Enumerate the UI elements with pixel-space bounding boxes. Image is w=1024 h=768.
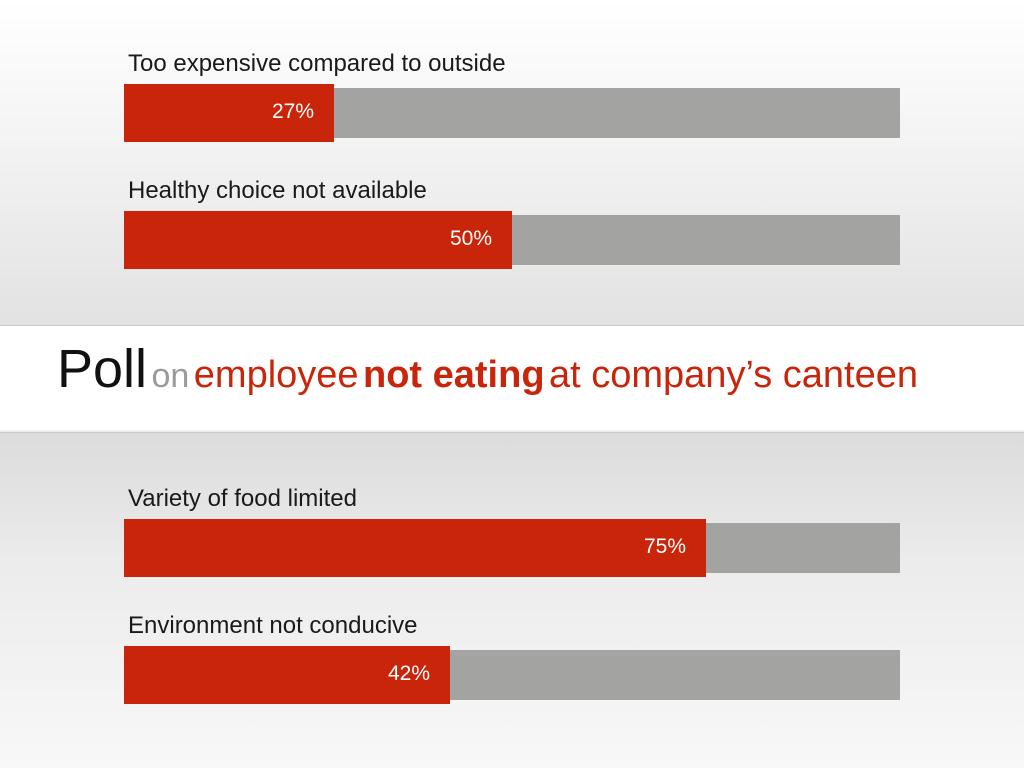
bar-fill	[124, 646, 450, 704]
title-canteen: at company’s canteen	[549, 354, 918, 396]
bar-category-label: Environment not conducive	[128, 612, 418, 639]
bar-row: Variety of food limited 75%	[124, 485, 900, 585]
title-employee: employee	[193, 354, 359, 396]
bar-fill	[124, 211, 512, 269]
bar-category-label: Too expensive compared to outside	[128, 50, 506, 77]
title-on: on	[151, 357, 190, 395]
top-panel	[0, 0, 1024, 326]
bar-row: Environment not conducive 42%	[124, 612, 900, 712]
bar-fill	[124, 519, 706, 577]
bar-fill	[124, 84, 334, 142]
page-title: Poll on employee not eating at company’s…	[57, 342, 1017, 396]
title-not-eating: not eating	[363, 354, 545, 396]
bar-category-label: Healthy choice not available	[128, 177, 427, 204]
title-band	[0, 326, 1024, 431]
bar-value-label: 27%	[271, 100, 314, 123]
bar-value-label: 42%	[387, 662, 430, 685]
bar-row: Too expensive compared to outside 27%	[124, 50, 900, 150]
bar-row: Healthy choice not available 50%	[124, 177, 900, 277]
bottom-panel	[0, 432, 1024, 768]
bar-value-label: 75%	[643, 535, 686, 558]
bar-category-label: Variety of food limited	[128, 485, 357, 512]
bar-value-label: 50%	[449, 227, 492, 250]
title-poll: Poll	[57, 339, 148, 399]
